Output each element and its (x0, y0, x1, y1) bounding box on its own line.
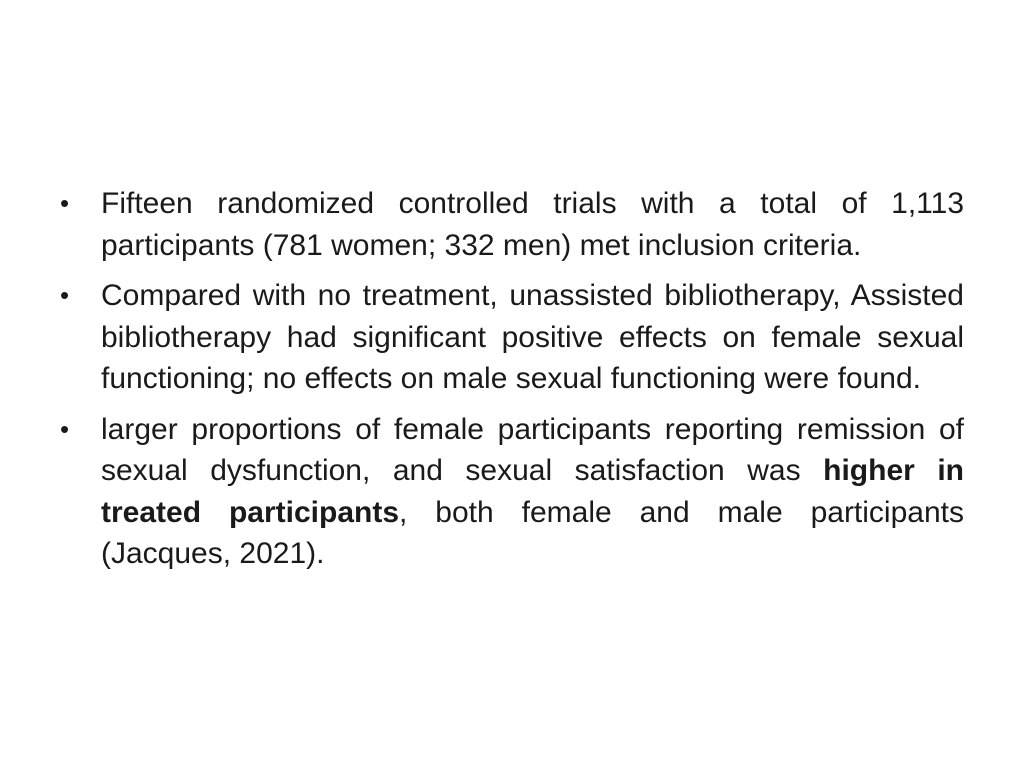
bullet-icon: • (60, 188, 70, 218)
bullet-item-2: • Compared with no treatment, unassisted… (60, 275, 964, 400)
bullet-text-1: Fifteen randomized controlled trials wit… (101, 187, 964, 262)
bullet-text-3-emphasis: higher in treated participants (101, 454, 964, 529)
bullet-item-1: • Fifteen randomized controlled trials w… (60, 183, 964, 266)
bullet-text-3-end: , both female and male participants (Jac… (101, 495, 964, 571)
bullet-text-3-start: larger proportions of female participant… (101, 412, 964, 488)
bullet-icon: • (60, 413, 70, 444)
bullet-icon: • (60, 280, 70, 310)
bullet-item-3: • larger proportions of female participa… (60, 409, 964, 575)
bullet-text-2: Compared with no treatment, unassisted b… (101, 279, 964, 395)
bullet-list: • Fifteen randomized controlled trials w… (60, 183, 964, 584)
